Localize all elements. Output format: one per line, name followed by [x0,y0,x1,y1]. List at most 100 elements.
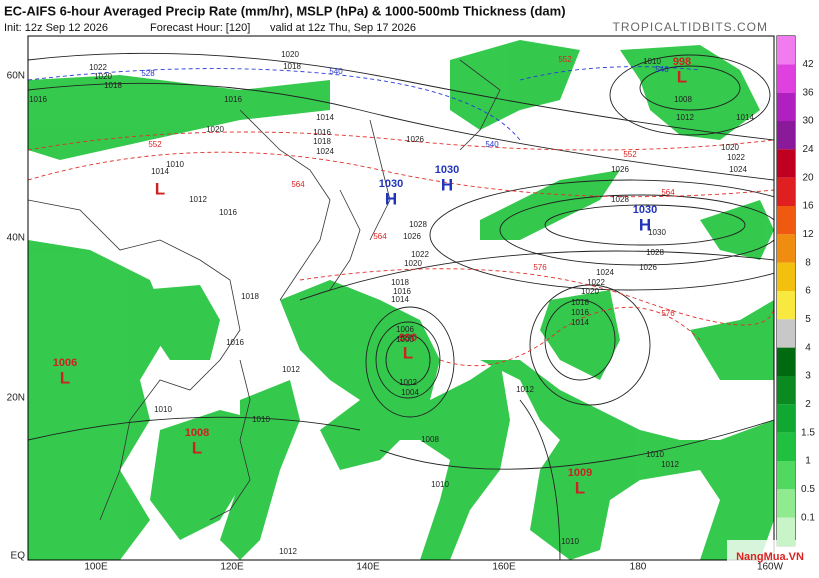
isobar-label: 1024 [596,268,614,277]
valid-time: valid at 12z Thu, Sep 17 2026 [270,22,416,34]
map-area [28,36,774,560]
colorbar-swatch [777,517,795,546]
isobar-label: 1016 [224,95,242,104]
isobar-label: 1016 [219,208,237,217]
isobar-label: 1024 [316,147,334,156]
watermark-bg [727,540,811,568]
isobar-label: 1006 [396,325,414,334]
colorbar-swatch [777,177,795,206]
isobars [28,52,774,560]
colorbar-label: 4 [805,342,811,353]
lon-label: 100E [84,562,108,573]
colorbar-swatch [777,347,795,376]
isobar-label: 1018 [241,292,259,301]
thickness-label: 564 [661,188,675,197]
isobar-label: 1012 [282,365,300,374]
isobar-label: 1008 [421,435,439,444]
colorbar-swatch [777,319,795,348]
thickness-label: 564 [291,180,305,189]
isobar-label: 1020 [206,125,224,134]
colorbar-swatch [777,262,795,291]
colorbar-swatch [777,404,795,433]
thickness-label: 540 [485,140,499,149]
isobar-label: 1022 [89,63,107,72]
source: TROPICALTIDBITS.COM [613,20,768,34]
thickness-label: 564 [373,232,387,241]
colorbar-label: 12 [802,229,814,240]
colorbar-label: 3 [805,371,811,382]
colorbar-swatch [777,376,795,405]
colorbar-label: 42 [802,59,814,70]
colorbar-label: 24 [802,144,814,155]
lon-label: 120E [220,562,244,573]
center-letter: L [403,343,413,362]
colorbar-label: 1 [805,456,811,467]
lat-label: 20N [7,393,25,404]
thickness-label: 540 [329,67,343,76]
lat-label: 40N [7,233,25,244]
isobar-label: 1008 [674,95,692,104]
thickness-blue [28,66,701,141]
isobar-label: 1024 [729,165,747,174]
isobar-label: 1020 [94,72,112,81]
colorbar-swatch [777,149,795,178]
center-pressure: 1030 [379,178,403,190]
isobar-label: 1000 [396,335,414,344]
colorbar-label: 30 [802,116,814,127]
isobar-label: 1018 [313,137,331,146]
colorbar-label: 0.5 [801,484,815,495]
isobar-label: 1004 [401,388,419,397]
isobar-label: 1016 [226,338,244,347]
center-pressure: 1030 [435,164,459,176]
center-letter: L [155,179,165,198]
colorbar-swatch [777,121,795,150]
colorbar-swatch [777,206,795,235]
center-letter: L [677,67,687,86]
isobar-label: 1014 [391,295,409,304]
center-pressure: 1006 [53,357,77,369]
thickness-label: 552 [558,55,572,64]
isobar-label: 1030 [648,228,666,237]
colorbar-label: 36 [802,87,814,98]
isobar-label: 1010 [431,480,449,489]
isobar-label: 1022 [411,250,429,259]
isobar-label: 1014 [151,167,169,176]
lon-label: 160E [492,562,516,573]
colorbar-label: 20 [802,172,814,183]
isobar-label: 1010 [166,160,184,169]
colorbar-label: 1.5 [801,427,815,438]
title: EC-AIFS 6-hour Averaged Precip Rate (mm/… [4,3,566,18]
center-letter: L [575,478,585,497]
center-letter: H [385,189,397,208]
isobar-label: 1010 [646,450,664,459]
colorbar-swatch [777,489,795,518]
thickness-label: 552 [623,150,637,159]
center-pressure: 1008 [185,427,209,439]
isobar-label: 1022 [727,153,745,162]
isobar-label: 1010 [561,537,579,546]
isobar-label: 1016 [393,287,411,296]
isobar-label: 1010 [252,415,270,424]
isobar-label: 1026 [611,165,629,174]
isobar-label: 1026 [639,263,657,272]
lat-label: 60N [7,71,25,82]
lon-label: 160W [757,562,784,573]
isobar-label: 1018 [283,62,301,71]
isobar-label: 1020 [404,259,422,268]
forecast-hour: Forecast Hour: [120] [150,22,250,34]
colorbar-label: 6 [805,286,811,297]
init-time: Init: 12z Sep 12 2026 [4,22,108,34]
center-letter: H [441,175,453,194]
thickness-label: 540 [655,65,669,74]
isobar-label: 1014 [571,318,589,327]
lon-label: 140E [356,562,380,573]
colorbar-swatch [777,64,795,93]
precip [28,40,774,560]
isobar-label: 1016 [29,95,47,104]
colorbar-swatch [777,432,795,461]
center-letter: L [60,368,70,387]
isobar-label: 1012 [676,113,694,122]
colorbar-swatch [777,234,795,263]
isobar-label: 1026 [403,232,421,241]
